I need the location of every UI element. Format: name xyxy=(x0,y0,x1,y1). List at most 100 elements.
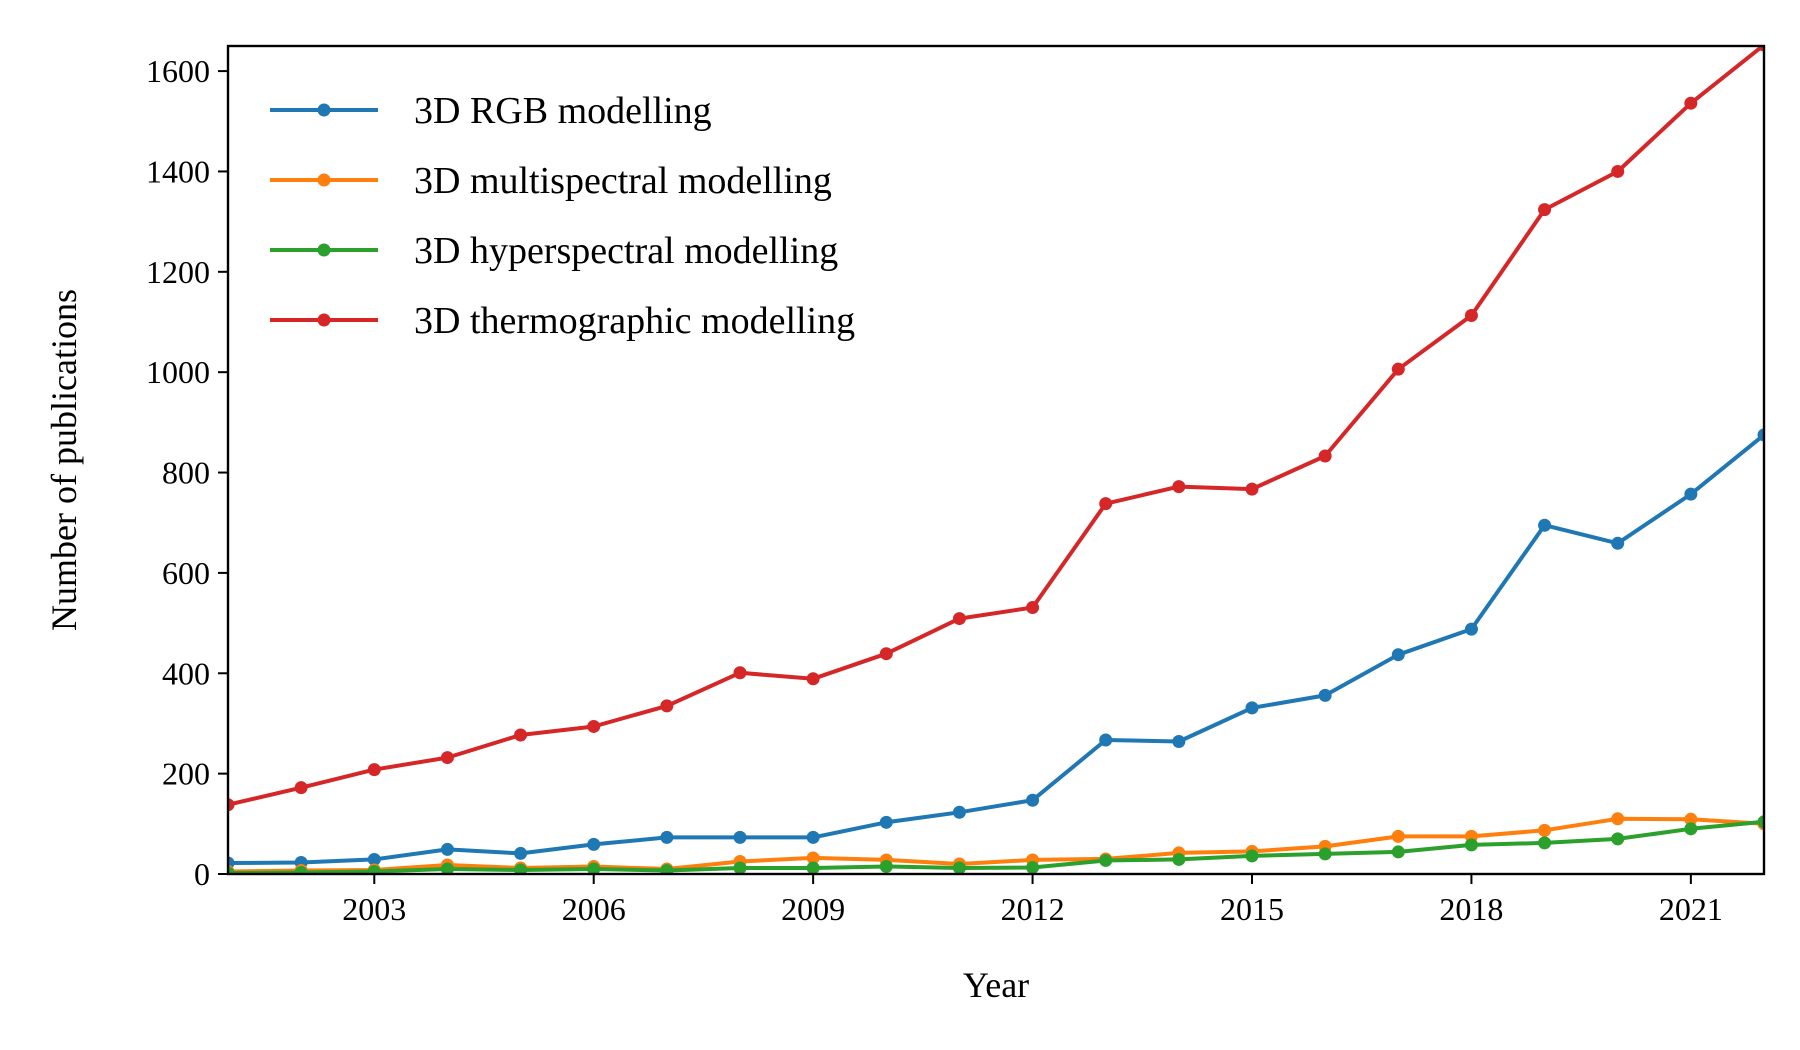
legend-label: 3D RGB modelling xyxy=(414,90,712,132)
y-axis: 0 200 400 600 800 1000 1200 1400 1600 xyxy=(146,53,228,892)
data-point xyxy=(660,863,674,874)
legend-marker xyxy=(317,313,331,327)
data-point xyxy=(294,865,308,874)
data-point xyxy=(1684,487,1698,501)
data-point xyxy=(294,781,308,795)
data-point xyxy=(1464,838,1478,852)
data-point xyxy=(1099,733,1113,747)
data-point xyxy=(952,805,966,819)
data-point xyxy=(440,842,454,856)
data-point xyxy=(1318,847,1332,861)
x-tick-label: 2003 xyxy=(342,891,406,927)
data-point xyxy=(228,798,235,812)
data-point xyxy=(806,672,820,686)
data-point xyxy=(440,751,454,765)
y-tick-label: 200 xyxy=(162,756,210,792)
data-point xyxy=(1684,822,1698,836)
data-point xyxy=(1172,735,1186,749)
legend-label: 3D multispectral modelling xyxy=(414,160,832,202)
data-point xyxy=(1538,836,1552,850)
series-line xyxy=(228,432,1764,865)
x-tick-label: 2018 xyxy=(1439,891,1503,927)
plot-frame xyxy=(226,44,1766,876)
y-tick-label: 400 xyxy=(162,655,210,691)
x-tick-label: 2015 xyxy=(1220,891,1284,927)
data-point xyxy=(1611,536,1625,550)
data-point xyxy=(660,830,674,844)
data-point xyxy=(952,861,966,874)
data-point xyxy=(514,846,528,860)
data-point xyxy=(440,862,454,874)
data-point xyxy=(1026,601,1040,615)
data-point xyxy=(879,859,893,873)
data-point xyxy=(660,699,674,713)
y-tick-label: 0 xyxy=(194,856,210,892)
x-tick-label: 2006 xyxy=(562,891,626,927)
data-point xyxy=(228,866,235,874)
data-point xyxy=(1684,96,1698,110)
legend-marker xyxy=(317,103,331,117)
data-point xyxy=(733,861,747,874)
data-point xyxy=(1611,164,1625,178)
data-point xyxy=(733,830,747,844)
data-point xyxy=(1684,812,1698,826)
data-point xyxy=(1757,46,1764,52)
data-point xyxy=(1757,428,1764,442)
data-point xyxy=(1391,845,1405,859)
x-axis-label: Year xyxy=(963,965,1029,1005)
data-point xyxy=(1538,203,1552,217)
data-point xyxy=(806,851,820,865)
data-point xyxy=(1099,853,1113,867)
data-point xyxy=(879,815,893,829)
data-point xyxy=(1391,648,1405,662)
data-point xyxy=(806,830,820,844)
data-point xyxy=(1245,701,1259,715)
series-line xyxy=(228,819,1764,874)
legend-label: 3D thermographic modelling xyxy=(414,300,855,342)
data-point xyxy=(514,863,528,874)
series-group xyxy=(228,815,1764,874)
data-point xyxy=(1245,849,1259,863)
x-tick-label: 2021 xyxy=(1659,891,1723,927)
x-tick-label: 2009 xyxy=(781,891,845,927)
data-point xyxy=(1464,622,1478,636)
y-tick-label: 1000 xyxy=(146,354,210,390)
legend-marker xyxy=(317,173,331,187)
series-line xyxy=(228,816,1764,874)
data-point xyxy=(1611,812,1625,826)
y-tick-label: 1600 xyxy=(146,53,210,89)
data-point xyxy=(1318,688,1332,702)
data-point xyxy=(1026,793,1040,807)
x-tick-label: 2012 xyxy=(1001,891,1065,927)
series-group xyxy=(228,428,1764,870)
data-point xyxy=(587,837,601,851)
data-point xyxy=(514,728,528,742)
series-line xyxy=(228,46,1764,807)
data-point xyxy=(733,666,747,680)
y-tick-label: 600 xyxy=(162,555,210,591)
data-point xyxy=(1538,823,1552,837)
x-axis: 2003 2006 2009 2012 2015 2018 2021 xyxy=(342,874,1723,927)
legend: 3D RGB modelling 3D multispectral modelli… xyxy=(270,90,855,342)
data-point xyxy=(1538,518,1552,532)
data-point xyxy=(367,763,381,777)
y-tick-label: 1400 xyxy=(146,153,210,189)
data-point xyxy=(1172,852,1186,866)
y-tick-label: 800 xyxy=(162,455,210,491)
data-point xyxy=(1464,308,1478,322)
legend-marker xyxy=(317,243,331,257)
data-point xyxy=(1172,480,1186,494)
data-point xyxy=(1318,449,1332,463)
data-point xyxy=(1611,832,1625,846)
data-point xyxy=(587,719,601,733)
data-point xyxy=(587,862,601,874)
data-point xyxy=(952,612,966,626)
data-point xyxy=(1391,362,1405,376)
data-point xyxy=(367,852,381,866)
series-group xyxy=(228,46,1764,812)
data-point xyxy=(806,861,820,874)
y-axis-label: Number of publications xyxy=(44,289,84,631)
data-point xyxy=(1391,829,1405,843)
